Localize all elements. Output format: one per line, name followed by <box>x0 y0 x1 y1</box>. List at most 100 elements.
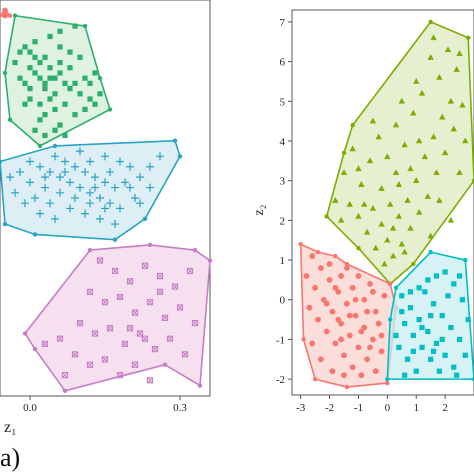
data-point-a-4 <box>191 319 199 327</box>
data-point-b-2 <box>349 284 356 291</box>
data-point-a-4 <box>171 283 179 290</box>
data-point-b-1 <box>413 177 420 183</box>
y-tick-label: 6 <box>280 57 286 69</box>
data-point-b-1 <box>392 121 400 128</box>
data-point-b-1 <box>378 185 385 191</box>
data-point-a-2 <box>47 96 53 102</box>
data-point-a-4 <box>151 346 159 353</box>
data-point-a-4 <box>186 267 194 275</box>
data-point-a-4 <box>146 299 154 306</box>
data-point-a-3 <box>46 199 54 208</box>
hull-vertex-b-1 <box>350 122 355 128</box>
data-point-a-3 <box>66 178 74 187</box>
x-axis-ticks-a: 0.0 0.3 <box>23 396 187 414</box>
data-point-a-3 <box>116 157 124 166</box>
data-point-a-2 <box>42 85 48 92</box>
data-point-b-1 <box>378 220 385 227</box>
data-point-b-1 <box>430 34 437 41</box>
data-point-a-3 <box>126 183 134 192</box>
hull-vertex-b-2 <box>333 253 338 259</box>
data-point-b-3 <box>439 336 445 343</box>
data-point-a-4 <box>96 257 104 264</box>
data-point-b-2 <box>306 304 313 311</box>
data-point-b-1 <box>358 181 365 187</box>
hull-vertex-a-4 <box>162 362 168 367</box>
data-point-a-2 <box>47 65 53 71</box>
data-point-b-3 <box>428 356 434 362</box>
data-point-a-2 <box>92 101 98 107</box>
hull-vertex-a-2 <box>12 13 18 18</box>
data-point-a-2 <box>52 91 58 97</box>
data-point-a-2 <box>62 101 68 107</box>
data-point-a-3 <box>51 152 59 161</box>
data-point-a-2 <box>32 127 38 133</box>
data-point-a-3 <box>71 194 79 202</box>
data-point-a-2 <box>27 49 33 55</box>
y-tick-label: 4 <box>280 136 286 148</box>
hull-vertex-a-4 <box>87 247 93 253</box>
data-point-b-1 <box>389 252 397 259</box>
y-axis-ticks-b: -2 -1 0 1 2 3 4 5 6 7 <box>276 17 292 386</box>
data-point-b-2 <box>332 284 339 291</box>
data-point-a-3 <box>66 204 74 213</box>
data-point-a-3 <box>41 183 49 192</box>
y-tick-label: 3 <box>280 176 286 188</box>
data-point-b-3 <box>399 309 405 315</box>
hull-vertex-a-3 <box>172 138 178 143</box>
data-point-a-3 <box>91 183 99 192</box>
data-point-b-3 <box>445 293 451 299</box>
data-point-b-1 <box>433 169 440 176</box>
data-point-b-1 <box>332 197 339 203</box>
data-point-b-2 <box>378 332 385 339</box>
data-point-b-1 <box>456 50 463 56</box>
data-point-a-4 <box>86 288 94 295</box>
data-point-b-1 <box>424 193 431 199</box>
data-point-a-4 <box>161 314 169 321</box>
data-point-a-2 <box>77 54 83 60</box>
data-point-b-1 <box>340 169 348 176</box>
hull-vertex-a-3 <box>2 221 8 227</box>
data-point-b-1 <box>415 208 423 215</box>
data-point-a-3 <box>136 173 144 182</box>
data-point-b-2 <box>338 336 345 343</box>
point-layer-a <box>2 7 199 384</box>
hull-vertex-b-2 <box>301 337 306 342</box>
data-point-a-2 <box>67 65 73 71</box>
data-point-a-3 <box>111 183 119 192</box>
data-point-a-3 <box>131 194 139 202</box>
hull-vertex-a-4 <box>192 247 198 253</box>
data-point-a-2 <box>57 59 63 66</box>
data-point-b-1 <box>410 109 417 116</box>
data-point-a-1 <box>2 12 8 19</box>
data-point-a-3 <box>86 157 94 166</box>
data-point-b-2 <box>375 320 382 327</box>
data-point-b-2 <box>323 300 330 307</box>
data-point-a-2 <box>42 54 48 60</box>
hull-vertex-a-4 <box>22 331 28 336</box>
data-point-a-3 <box>101 152 109 161</box>
hull-vertex-b-3 <box>428 249 433 255</box>
data-point-a-2 <box>62 80 68 86</box>
y-tick-label: 7 <box>280 17 286 29</box>
data-point-a-3 <box>96 214 104 223</box>
data-point-b-2 <box>338 273 345 279</box>
data-point-a-3 <box>26 157 34 166</box>
data-point-a-4 <box>176 304 184 311</box>
data-point-a-4 <box>101 356 109 363</box>
data-point-b-1 <box>392 169 400 176</box>
data-point-a-3 <box>16 167 24 176</box>
data-point-b-3 <box>433 273 440 279</box>
data-point-a-2 <box>52 106 58 113</box>
data-point-a-3 <box>136 199 144 208</box>
data-point-a-2 <box>72 80 78 86</box>
data-point-b-1 <box>355 212 362 219</box>
x-tick-label: -1 <box>354 402 363 414</box>
data-point-a-4 <box>71 351 79 358</box>
data-point-b-1 <box>337 216 345 223</box>
data-point-b-1 <box>450 125 457 132</box>
data-point-b-3 <box>413 368 419 374</box>
data-point-b-2 <box>312 284 319 291</box>
data-point-a-2 <box>42 80 48 86</box>
data-point-b-2 <box>335 288 342 295</box>
data-point-b-3 <box>396 344 402 350</box>
